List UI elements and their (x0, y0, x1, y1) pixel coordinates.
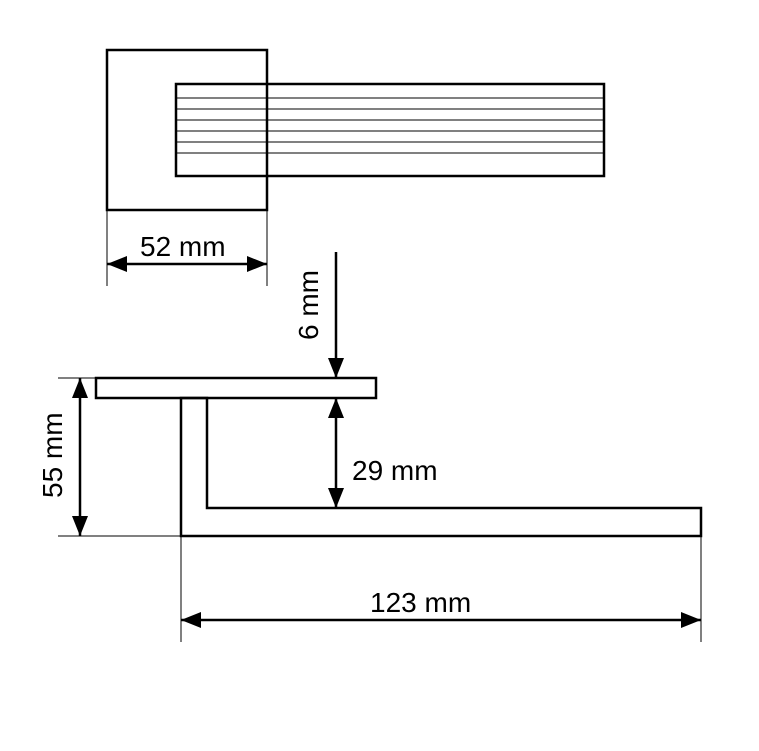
dim-29mm-label: 29 mm (352, 455, 438, 486)
dim-55mm-label: 55 mm (37, 412, 68, 498)
dim-123mm: 123 mm (181, 536, 701, 642)
top-view (107, 50, 604, 210)
technical-drawing: 52 mm 6 mm 29 mm 55 mm 123 mm (0, 0, 759, 751)
dim-6mm-label: 6 mm (293, 270, 324, 340)
dim-52mm: 52 mm (107, 210, 267, 286)
dim-52mm-label: 52 mm (140, 231, 226, 262)
dim-6mm: 6 mm (293, 252, 376, 378)
lever-stripes (176, 98, 604, 153)
dim-55mm: 55 mm (37, 378, 181, 536)
lever-side-outline (181, 398, 701, 536)
mounting-plate (96, 378, 376, 398)
dim-123mm-label: 123 mm (370, 587, 471, 618)
rose-plate (107, 50, 267, 210)
dim-29mm: 29 mm (298, 398, 438, 508)
